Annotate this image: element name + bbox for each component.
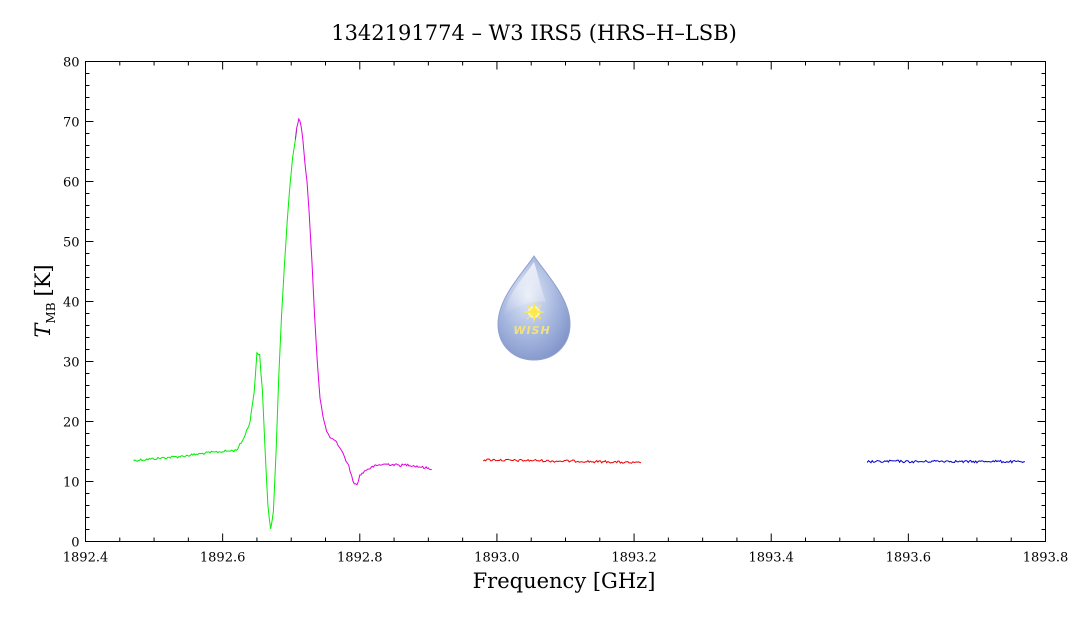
x-tick-label: 1892.6 (200, 551, 246, 566)
x-axis-label: Frequency [GHz] (473, 569, 656, 593)
y-tick-label: 0 (71, 536, 79, 551)
x-tick-label: 1893.0 (474, 551, 520, 566)
y-axis-label: TMB [K] (31, 264, 58, 337)
y-tick-label: 40 (63, 296, 80, 311)
x-tick-label: 1893.2 (611, 551, 657, 566)
y-axis-label-main: T (31, 322, 55, 338)
series-line-2 (294, 117, 432, 486)
drop-shine (504, 262, 546, 316)
series-line-3 (482, 458, 642, 464)
x-tick-label: 1893.8 (1023, 551, 1068, 566)
y-axis-label-sub: MB (44, 302, 58, 323)
y-axis-label-unit: [K] (31, 264, 55, 296)
y-tick-label: 60 (63, 176, 80, 191)
y-tick-label: 10 (63, 476, 80, 491)
y-tick-label: 70 (63, 116, 80, 131)
series-group (133, 117, 1025, 529)
wish-logo-text: WISH (513, 324, 550, 337)
y-tick-label: 80 (63, 56, 80, 71)
x-tick-label: 1893.4 (748, 551, 794, 566)
x-axis: 1892.4 1892.6 1892.8 1893.0 1893.2 1893.4 1893… (63, 61, 1068, 566)
series-line-1 (133, 130, 298, 529)
svg-text:TMB[K]: TMB [K] (31, 264, 58, 337)
chart-title: 1342191774 – W3 IRS5 (HRS–H–LSB) (331, 21, 737, 45)
y-tick-label: 50 (63, 236, 80, 251)
plot-area (85, 61, 1046, 542)
x-tick-label: 1892.4 (63, 551, 109, 566)
wish-logo: WISH (497, 255, 571, 361)
y-tick-label: 20 (63, 416, 80, 431)
y-tick-label: 30 (63, 356, 80, 371)
series-line-4 (866, 459, 1025, 464)
x-tick-label: 1893.6 (886, 551, 932, 566)
plot-frame (85, 61, 1046, 542)
y-axis: 0 10 20 30 40 50 60 70 80 (63, 56, 1046, 551)
x-tick-label: 1892.8 (337, 551, 383, 566)
star-icon (523, 301, 545, 323)
